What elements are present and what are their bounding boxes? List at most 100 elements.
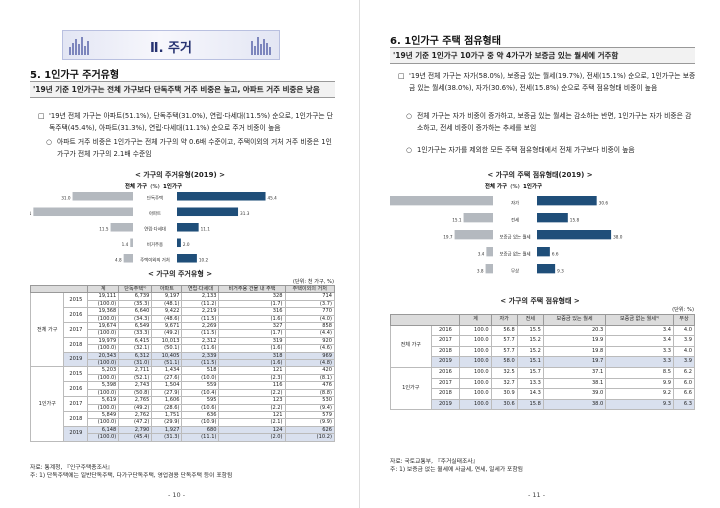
- percent-cell: (35.3): [118, 299, 153, 309]
- bar-single-4: [537, 264, 556, 274]
- percent-cell: (32.1): [118, 344, 153, 353]
- value-cell: 626: [284, 425, 336, 435]
- value-cell: 420: [284, 366, 336, 375]
- percent-cell: (47.2): [118, 418, 153, 427]
- percent-cell: (49.2): [118, 403, 153, 412]
- bar-total-2: [110, 223, 133, 232]
- value-cell: 5,203: [87, 366, 120, 375]
- headline-box: '19년 기준 1인가구는 전체 가구보다 단독주택 거주 비중은 높고, 아파…: [30, 81, 335, 98]
- value-cell: 1,927: [151, 425, 183, 435]
- category-label: 아파트: [149, 210, 161, 217]
- year-cell: 2018: [63, 336, 89, 353]
- table-header-cell: 보증금 없는 월세¹⁾: [605, 314, 674, 326]
- value-cell: 1,751: [151, 410, 183, 420]
- table-row-percent: (100.0) (47.2) (29.9) (10.9) (2.1) (9.9): [31, 418, 336, 427]
- percent-cell: (8.8): [284, 388, 336, 398]
- value-cell: 9,422: [151, 307, 183, 316]
- value-cell: 2,269: [181, 322, 220, 331]
- value-cell: 2,339: [181, 351, 220, 361]
- footnote: 주: 1) 단독주택에는 일반단독주택, 다가구단독주택, 영업겸용 단독주택 …: [30, 473, 233, 479]
- paragraph-1: □ '19년 전체 가구는 자가(58.0%), 보증금 있는 월세(19.7%…: [398, 71, 696, 94]
- bar-total-0: [72, 192, 133, 201]
- value-cell: 30.6: [490, 398, 518, 411]
- value-cell: 15.7: [516, 366, 544, 379]
- bar-pattern-icon: [251, 35, 273, 55]
- unit-label: (단위: 천 가구, %): [292, 279, 334, 285]
- series-label: 전체 가구: [485, 182, 507, 190]
- table-header-cell: 계: [459, 314, 492, 326]
- paragraph-text: '19년 전체 가구는 아파트(51.1%), 단독주택(31.0%), 연립·…: [49, 112, 334, 132]
- value-cell: 100.0: [459, 356, 492, 368]
- table-row: 2017 100.0 57.7 15.2 19.9 3.4 3.9: [391, 335, 696, 347]
- value-label: 4.8: [115, 258, 122, 263]
- value-label: 10.2: [199, 258, 209, 263]
- table-row: 2017 100.0 32.7 13.3 38.1 9.9 6.0: [391, 377, 696, 390]
- percent-cell: (4.8): [284, 359, 336, 368]
- group-label: 전체 가구: [390, 324, 432, 368]
- value-cell: 5,398: [87, 381, 120, 390]
- value-cell: 100.0: [459, 366, 492, 379]
- value-cell: 56.8: [490, 324, 518, 337]
- value-cell: 9,197: [151, 292, 183, 301]
- value-cell: 5,849: [87, 410, 120, 420]
- chart-caption: < 가구의 주택 점유형태(2019) >: [487, 171, 593, 179]
- value-cell: 15.1: [516, 356, 544, 368]
- value-cell: 714: [284, 292, 336, 301]
- percent-cell: (1.6): [218, 314, 286, 324]
- table-header-cell: 비거주용 건물 내 주택: [218, 284, 286, 294]
- percent-cell: (10.2): [284, 433, 336, 442]
- percent-cell: (10.9): [181, 418, 220, 427]
- table-row: 2019 100.0 58.0 15.1 19.7 3.3 3.9: [391, 356, 696, 368]
- value-cell: 123: [218, 396, 286, 405]
- bar-pattern-icon: [69, 35, 91, 55]
- section-title: 6. 1인가구 주택 점유형태: [390, 36, 501, 47]
- category-label: 무상: [511, 267, 519, 274]
- percent-cell: (27.6): [151, 373, 183, 383]
- table-caption: < 가구의 주거유형 >: [147, 270, 213, 278]
- value-cell: 316: [218, 307, 286, 316]
- value-cell: 39.0: [542, 388, 607, 400]
- year-cell: 2018: [430, 345, 461, 358]
- paragraph-text: 1인가구는 자가를 제외한 모든 주택 점유형태에서 전체 가구보다 비중이 높…: [417, 146, 635, 154]
- percent-cell: (11.6): [181, 344, 220, 353]
- percent-cell: (28.6): [151, 403, 183, 412]
- table-row: 2018 5,849 2,762 1,751 636 121 579: [31, 410, 336, 427]
- value-cell: 3.4: [605, 335, 674, 347]
- percent-cell: (4.0): [284, 314, 336, 324]
- percent-cell: (2.2): [218, 388, 286, 398]
- value-cell: 2,312: [181, 336, 220, 346]
- table-header-row: 계 자가 전세 보증금 있는 월세 보증금 없는 월세¹⁾ 무상: [389, 314, 696, 326]
- value-cell: 57.7: [490, 345, 518, 358]
- value-label: 6.6: [552, 251, 559, 256]
- value-cell: 2,765: [118, 396, 153, 405]
- value-cell: 116: [218, 381, 286, 390]
- value-cell: 3.9: [672, 356, 696, 368]
- circle-bullet-icon: ○: [406, 112, 412, 120]
- table-header-row: 계 단독주택¹⁾ 아파트 연립·다세대 비거주용 건물 내 주택 주택이외의 거처: [29, 284, 336, 294]
- value-cell: 680: [181, 425, 220, 435]
- year-cell: 2015: [63, 292, 89, 309]
- value-label: 30.6: [599, 200, 609, 205]
- table-row: 2016 19,368 6,640 9,422 2,219 316 770: [31, 307, 336, 324]
- value-cell: 4.0: [672, 324, 696, 337]
- value-cell: 318: [218, 351, 286, 361]
- table-row: 전체 가구 2016 100.0 56.8 15.5 20.3 3.4 4.0: [390, 324, 696, 368]
- percent-cell: (9.9): [284, 418, 336, 427]
- group-label: 전체 가구: [29, 292, 65, 368]
- value-cell: 9.2: [605, 388, 674, 400]
- year-cell: 2019: [430, 356, 461, 368]
- table-row-percent: (100.0) (34.3) (48.6) (11.5) (1.6) (4.0): [31, 314, 336, 324]
- chapter-banner: Ⅱ. 주거: [62, 30, 280, 60]
- value-cell: 38.0: [542, 398, 607, 411]
- bar-total-2: [454, 230, 493, 240]
- value-cell: 57.7: [490, 335, 518, 347]
- paragraph-2: ○ 전체 가구는 자가 비중이 증가하고, 보증금 있는 월세는 감소하는 반면…: [406, 111, 696, 134]
- value-cell: 3.3: [605, 356, 674, 368]
- percent-cell: (10.0): [181, 373, 220, 383]
- table-header-blank: [29, 284, 89, 294]
- value-cell: 2,790: [118, 425, 153, 435]
- bar-single-2: [177, 223, 199, 232]
- circle-bullet-icon: ○: [46, 138, 52, 146]
- paragraph-text: 아파트 거주 비중은 1인가구는 전체 가구의 약 0.6배 수준이고, 주택이…: [57, 138, 332, 158]
- table-header-blank: [389, 314, 461, 326]
